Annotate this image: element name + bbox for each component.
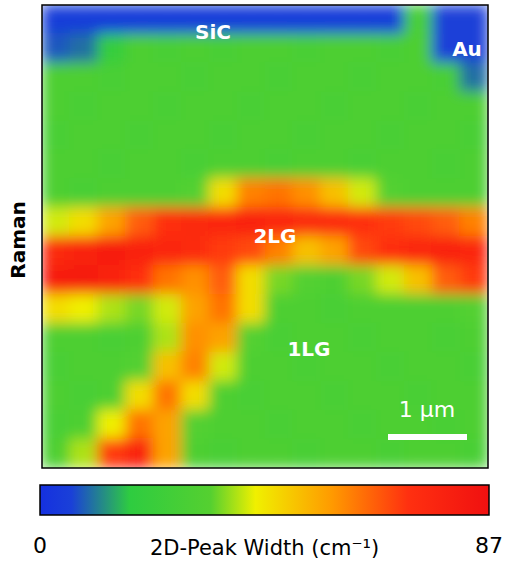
svg-text:2D-Peak Width (cm⁻¹): 2D-Peak Width (cm⁻¹)	[150, 536, 379, 560]
svg-text:1LG: 1LG	[287, 337, 330, 361]
svg-text:0: 0	[33, 533, 47, 558]
svg-text:87: 87	[475, 533, 503, 558]
svg-text:2LG: 2LG	[253, 224, 296, 248]
svg-text:1 µm: 1 µm	[399, 397, 455, 422]
svg-text:Au: Au	[452, 37, 482, 61]
svg-text:SiC: SiC	[195, 20, 231, 44]
svg-text:Raman: Raman	[6, 201, 30, 278]
